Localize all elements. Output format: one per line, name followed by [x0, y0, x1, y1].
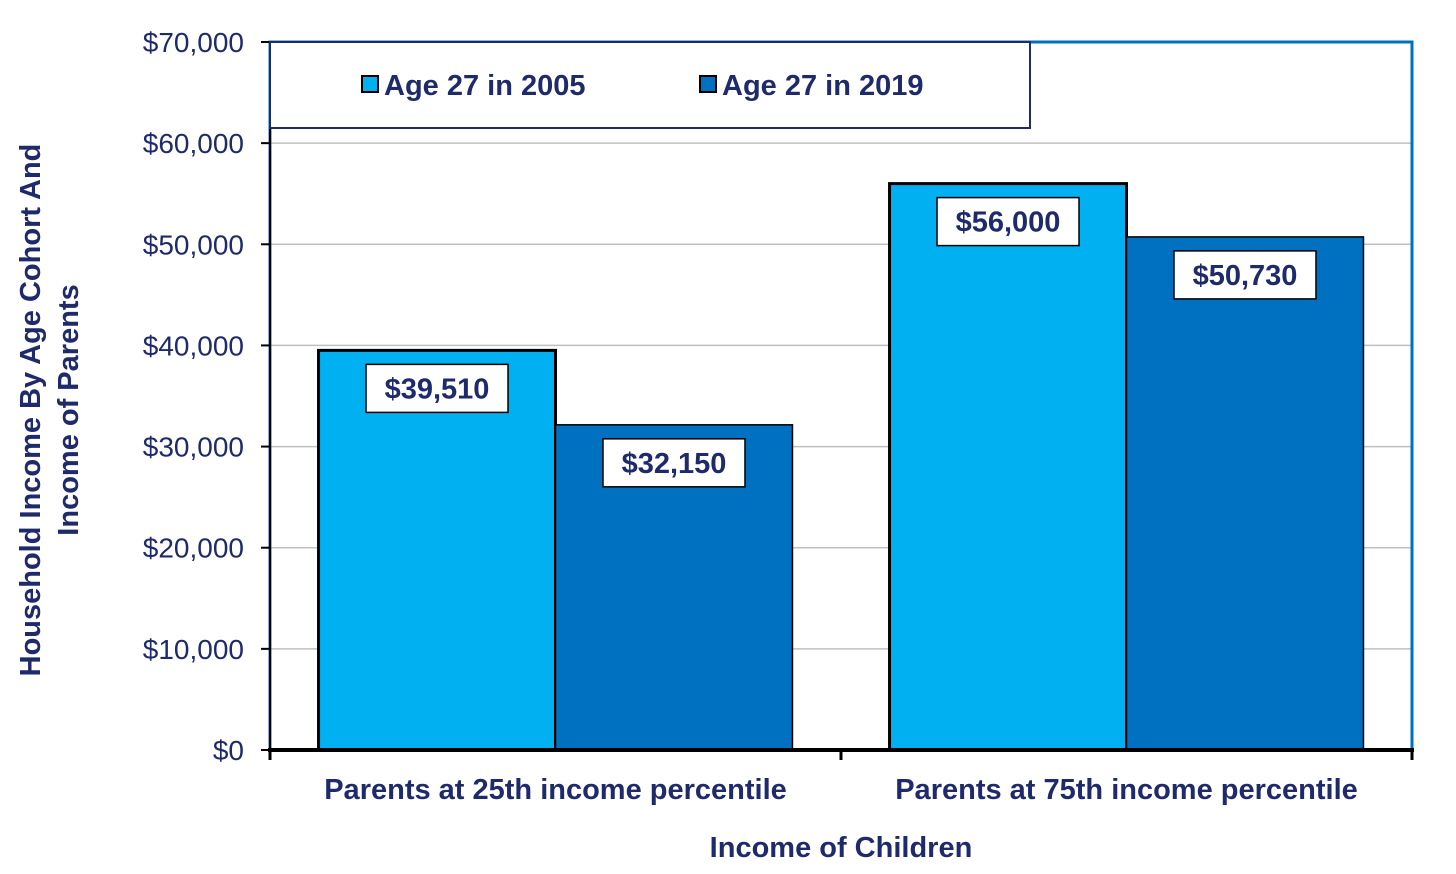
data-label-text: $39,510 [385, 373, 490, 405]
data-label: $50,730 [1173, 250, 1317, 300]
y-tick-label: $70,000 [143, 27, 244, 58]
y-axis-title-line-2: Income of Parents [53, 284, 85, 535]
y-tick-label: $10,000 [143, 634, 244, 665]
y-tick-label: $60,000 [143, 128, 244, 159]
legend-box [269, 41, 1031, 129]
legend-swatch [361, 75, 379, 93]
data-label: $32,150 [602, 438, 746, 488]
x-category-label: Parents at 25th income percentile [324, 774, 787, 806]
x-axis-category-labels: Parents at 25th income percentile Parents… [324, 774, 1358, 806]
bar-series-1 [888, 182, 1128, 752]
data-labels: $39,510 $56,000 $32,150 $50,730 [365, 196, 1317, 488]
y-tick-label: $40,000 [143, 330, 244, 361]
data-label-box [602, 438, 746, 488]
y-tick-label: $0 [213, 735, 244, 766]
y-tick-label: $30,000 [143, 432, 244, 463]
legend-label: Age 27 in 2019 [722, 70, 924, 102]
y-tick-label: $50,000 [143, 229, 244, 260]
data-label-text: $56,000 [956, 207, 1061, 239]
data-label-box [365, 363, 509, 414]
y-axis-tick-labels: $0 $10,000 $20,000 $30,000 $40,000 $50,000 $60… [143, 27, 244, 766]
x-category-label: Parents at 75th income percentile [895, 774, 1358, 806]
data-label-text: $50,730 [1193, 260, 1298, 292]
legend-label: Age 27 in 2005 [384, 70, 586, 102]
data-label-box [1173, 250, 1317, 300]
y-axis-title: Household Income By Age Cohort And Incom… [15, 144, 85, 677]
data-label-box [936, 196, 1080, 247]
bars [317, 182, 1365, 752]
data-label-text: $32,150 [622, 448, 727, 480]
data-label: $39,510 [365, 363, 509, 414]
legend: Age 27 in 2005 Age 27 in 2019 [269, 41, 1031, 129]
bar-series-2 [1125, 236, 1365, 751]
y-tick-label: $20,000 [143, 533, 244, 564]
legend-swatch [699, 75, 717, 93]
x-axis-title: Income of Children [710, 832, 973, 864]
axes [261, 41, 1414, 760]
bar-series-1 [317, 348, 557, 752]
data-label: $56,000 [936, 196, 1080, 247]
y-axis-title-line-1: Household Income By Age Cohort And [15, 144, 47, 677]
